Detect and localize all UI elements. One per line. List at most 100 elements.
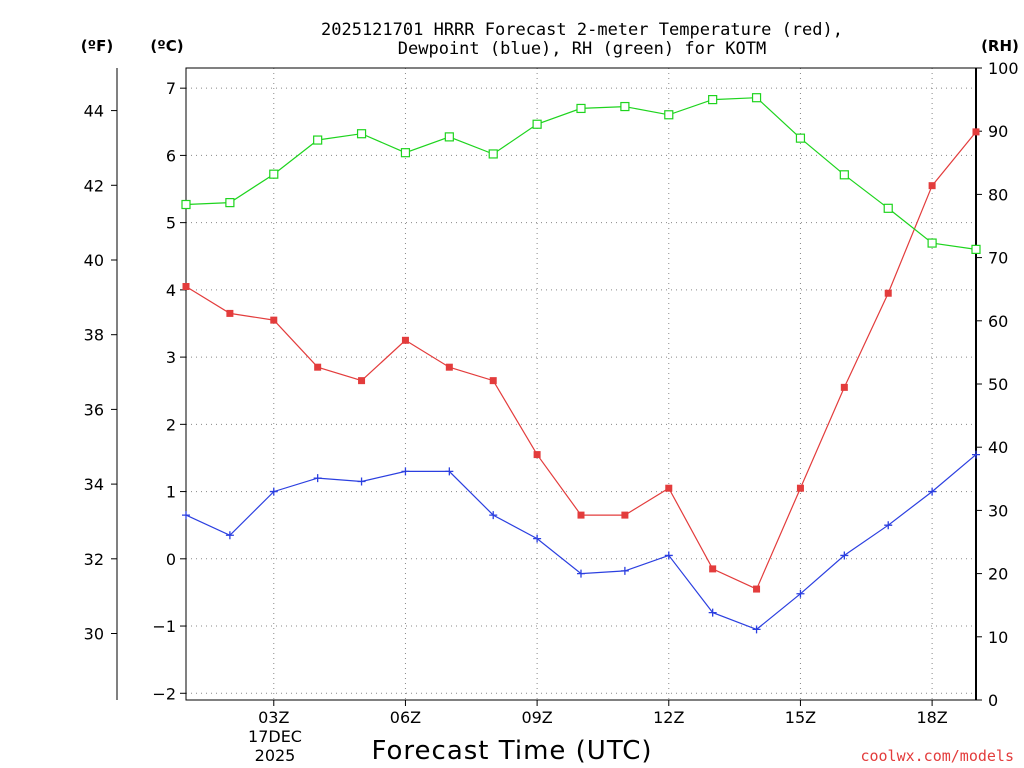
dewpoint-point xyxy=(269,487,278,496)
dewpoint-point xyxy=(620,566,629,575)
rh-point xyxy=(708,94,718,105)
dewpoint-point xyxy=(225,531,234,540)
fahrenheit-tick-label: 32 xyxy=(84,550,104,569)
celsius-tick-label: 7 xyxy=(166,79,176,98)
temperature-point xyxy=(972,128,980,136)
temperature-point xyxy=(358,377,366,385)
temperature-point xyxy=(314,363,322,371)
temperature-point xyxy=(753,585,761,593)
celsius-axis: −2 −1 0 1 2 3 4 5 6 7 xyxy=(152,79,186,703)
rh-tick-label: 30 xyxy=(988,501,1008,520)
dewpoint-point xyxy=(796,589,805,598)
rh-point xyxy=(269,169,279,179)
dewpoint-point xyxy=(401,467,410,476)
rh-point xyxy=(839,170,849,180)
rh-series xyxy=(181,93,981,254)
rh-tick-label: 10 xyxy=(988,628,1008,647)
temperature-line xyxy=(185,131,977,590)
chart-title-line-1: 2025121701 HRRR Forecast 2-meter Tempera… xyxy=(321,20,843,40)
temperature-point xyxy=(533,451,541,459)
temperature-point xyxy=(796,484,804,492)
date-label-day: 17DEC xyxy=(248,727,302,746)
temperature-point xyxy=(489,377,497,385)
temperature-point xyxy=(884,289,892,297)
celsius-tick-label: 3 xyxy=(166,348,176,367)
time-tick-label: 03Z xyxy=(258,708,289,727)
rh-point xyxy=(532,119,542,129)
rh-tick-label: 90 xyxy=(988,122,1008,141)
temperature-series xyxy=(182,128,980,593)
dewpoint-series xyxy=(182,450,980,634)
rh-point xyxy=(927,238,937,248)
rh-line xyxy=(185,97,977,250)
dewpoint-point xyxy=(928,487,937,496)
rh-point xyxy=(795,133,806,143)
fahrenheit-tick-label: 30 xyxy=(84,625,104,644)
fahrenheit-axis-unit: (ºF) xyxy=(81,37,113,55)
temperature-point xyxy=(401,336,409,344)
temperature-point xyxy=(182,283,190,291)
dewpoint-point xyxy=(840,551,849,560)
celsius-tick-label: 4 xyxy=(166,281,176,300)
rh-point xyxy=(225,198,235,208)
rh-point xyxy=(356,129,367,139)
dewpoint-line xyxy=(185,454,977,631)
fahrenheit-tick-label: 36 xyxy=(84,400,104,419)
rh-point xyxy=(313,135,323,145)
temperature-point xyxy=(928,182,936,190)
rh-axis: 0 10 20 30 40 50 60 70 80 90 100 xyxy=(976,59,1019,710)
series-layer xyxy=(181,93,981,634)
temperature-point xyxy=(270,316,278,324)
celsius-tick-label: 5 xyxy=(166,214,176,233)
rh-point xyxy=(664,110,674,120)
rh-tick-label: 20 xyxy=(988,565,1008,584)
celsius-tick-label: 6 xyxy=(166,146,176,165)
rh-point xyxy=(971,244,981,254)
celsius-tick-label: −1 xyxy=(152,617,176,636)
fahrenheit-tick-label: 44 xyxy=(84,102,104,121)
rh-point xyxy=(488,149,498,159)
rh-point xyxy=(181,199,191,210)
rh-point xyxy=(751,93,762,103)
time-axis: 03Z 06Z 09Z 12Z 15Z 18Z xyxy=(258,700,948,727)
time-tick-label: 15Z xyxy=(785,708,816,727)
fahrenheit-axis: 30 32 34 36 38 40 42 44 xyxy=(84,102,117,644)
temperature-point xyxy=(226,309,234,317)
temperature-point xyxy=(621,511,629,519)
temperature-point xyxy=(665,484,673,492)
time-tick-label: 06Z xyxy=(390,708,421,727)
time-tick-label: 18Z xyxy=(916,708,947,727)
rh-tick-label: 60 xyxy=(988,312,1008,331)
rh-point xyxy=(444,132,454,142)
dewpoint-point xyxy=(708,608,717,617)
dewpoint-point xyxy=(489,511,498,520)
time-tick-label: 09Z xyxy=(521,708,552,727)
dewpoint-point xyxy=(884,521,893,530)
celsius-tick-label: 0 xyxy=(166,550,176,569)
time-tick-label: 12Z xyxy=(653,708,684,727)
x-axis-title: Forecast Time (UTC) xyxy=(371,736,652,766)
grid-lines xyxy=(186,68,976,700)
rh-point xyxy=(576,103,586,114)
date-label-year: 2025 xyxy=(255,746,296,765)
celsius-tick-label: 1 xyxy=(166,483,176,502)
dewpoint-point xyxy=(182,511,190,520)
fahrenheit-tick-label: 38 xyxy=(84,326,104,345)
dewpoint-point xyxy=(972,450,980,459)
dewpoint-point xyxy=(533,534,542,543)
temperature-point xyxy=(445,363,453,371)
dewpoint-point xyxy=(664,551,673,560)
dewpoint-point xyxy=(357,477,366,486)
rh-point xyxy=(400,148,411,158)
fahrenheit-tick-label: 34 xyxy=(84,475,104,494)
rh-tick-label: 80 xyxy=(988,185,1008,204)
celsius-tick-label: 2 xyxy=(166,415,176,434)
dewpoint-point xyxy=(577,569,585,578)
plot-frame xyxy=(185,67,977,701)
credit-link[interactable]: coolwx.com/models xyxy=(860,747,1014,765)
rh-axis-unit: (RH) xyxy=(981,37,1019,55)
temperature-point xyxy=(709,565,717,573)
rh-tick-label: 0 xyxy=(988,691,998,710)
rh-tick-label: 100 xyxy=(988,59,1019,78)
